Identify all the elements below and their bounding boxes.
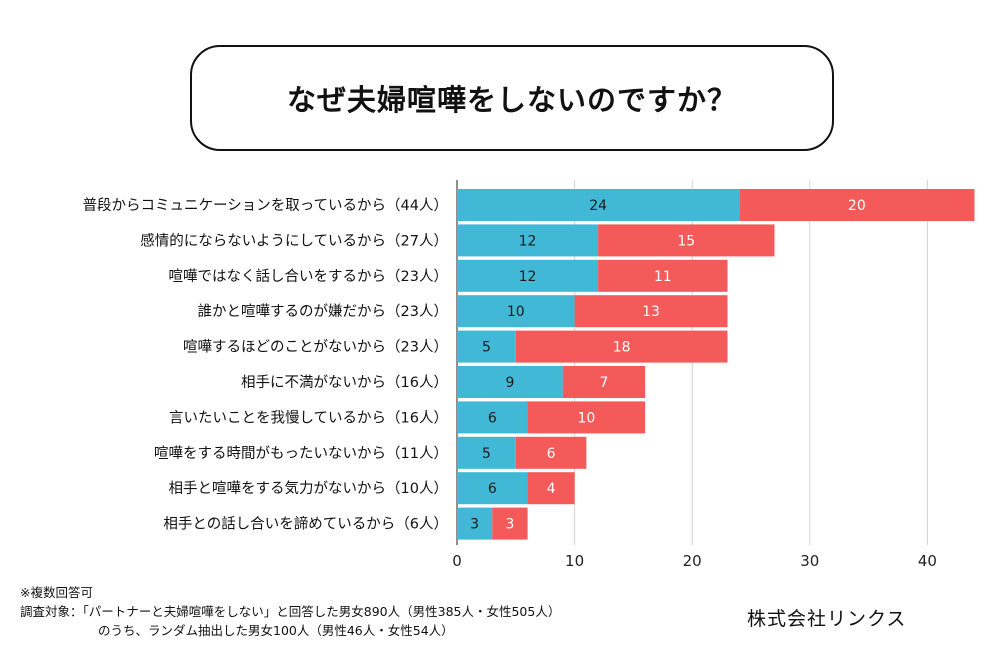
bar-female: [492, 507, 528, 540]
bar-female: [562, 366, 646, 398]
bar-label-female: 13: [642, 304, 660, 320]
chart-title: なぜ夫婦喧嘩をしないのですか？: [286, 83, 737, 117]
bar-label-male: 10: [507, 304, 525, 320]
x-tick-label: 20: [683, 552, 702, 570]
bar-male: [457, 366, 563, 398]
bar-male: [457, 436, 516, 469]
x-tick-label: 10: [565, 552, 584, 570]
bar-label-female: 6: [547, 446, 556, 462]
bar-label-male: 24: [589, 198, 607, 214]
x-tick-label: 40: [918, 552, 937, 570]
bar-label-female: 10: [577, 410, 595, 426]
bar-male: [457, 259, 599, 292]
bar-female: [598, 259, 728, 292]
bar-label-male: 6: [488, 481, 497, 497]
bar-male: [457, 295, 575, 328]
bar-label-female: 7: [600, 375, 609, 391]
bar-label-female: 20: [848, 198, 866, 214]
bar-female: [515, 330, 728, 363]
bar-label-male: 9: [505, 375, 514, 391]
title-box: なぜ夫婦喧嘩をしないのですか？: [190, 45, 834, 151]
bar-female: [527, 401, 646, 434]
bar-male: [457, 224, 599, 257]
company-name: 株式会社リンクス: [747, 608, 907, 630]
category-label: 感情的にならないようにしているから（27人）: [140, 232, 448, 249]
bar-male: [457, 189, 740, 221]
bar-female: [598, 224, 775, 257]
bar-female: [739, 189, 975, 221]
bar-label-male: 5: [482, 446, 491, 462]
x-tick-label: 30: [800, 552, 819, 570]
category-label: 喧嘩するほどのことがないから（23人）: [183, 339, 448, 356]
bar-female: [515, 436, 587, 469]
bar-male: [457, 472, 528, 505]
category-label: 相手と喧嘩をする気力がないから（10人）: [169, 480, 448, 497]
bar-label-male: 3: [470, 517, 479, 533]
note-survey-target: 調査対象：「パートナーと夫婦喧嘩をしない」と回答した男女890人（男性385人・…: [20, 604, 561, 619]
bar-female: [574, 295, 728, 328]
category-label: 喧嘩ではなく話し合いをするから（23人）: [169, 268, 448, 285]
bar-label-female: 4: [547, 481, 556, 497]
bar-male: [457, 401, 528, 434]
bar-label-male: 6: [488, 410, 497, 426]
note-sample: のうち、ランダム抽出した男女100人（男性46人・女性54人）: [98, 623, 454, 638]
bar-male: [457, 330, 516, 363]
bar-label-male: 12: [519, 233, 537, 249]
bar-label-female: 15: [677, 233, 695, 249]
bar-label-female: 18: [613, 340, 631, 356]
x-tick-label: 0: [452, 552, 462, 570]
category-label: 普段からコミュニケーションを取っているから（44人）: [83, 197, 448, 214]
bar-male: [457, 507, 493, 540]
note-multiple-answers: ※複数回答可: [20, 585, 93, 600]
category-label: 相手との話し合いを諦めているから（6人）: [163, 516, 448, 533]
bar-label-female: 3: [505, 517, 514, 533]
bar-label-male: 5: [482, 340, 491, 356]
category-label: 言いたいことを我慢しているから（16人）: [169, 409, 448, 426]
bar-female: [527, 472, 575, 505]
category-label: 喧嘩をする時間がもったいないから（11人）: [154, 445, 448, 462]
category-label: 相手に不満がないから（16人）: [241, 374, 448, 391]
bar-label-female: 11: [654, 269, 672, 285]
category-label: 誰かと喧嘩するのが嫌だから（23人）: [198, 303, 448, 320]
bar-label-male: 12: [519, 269, 537, 285]
